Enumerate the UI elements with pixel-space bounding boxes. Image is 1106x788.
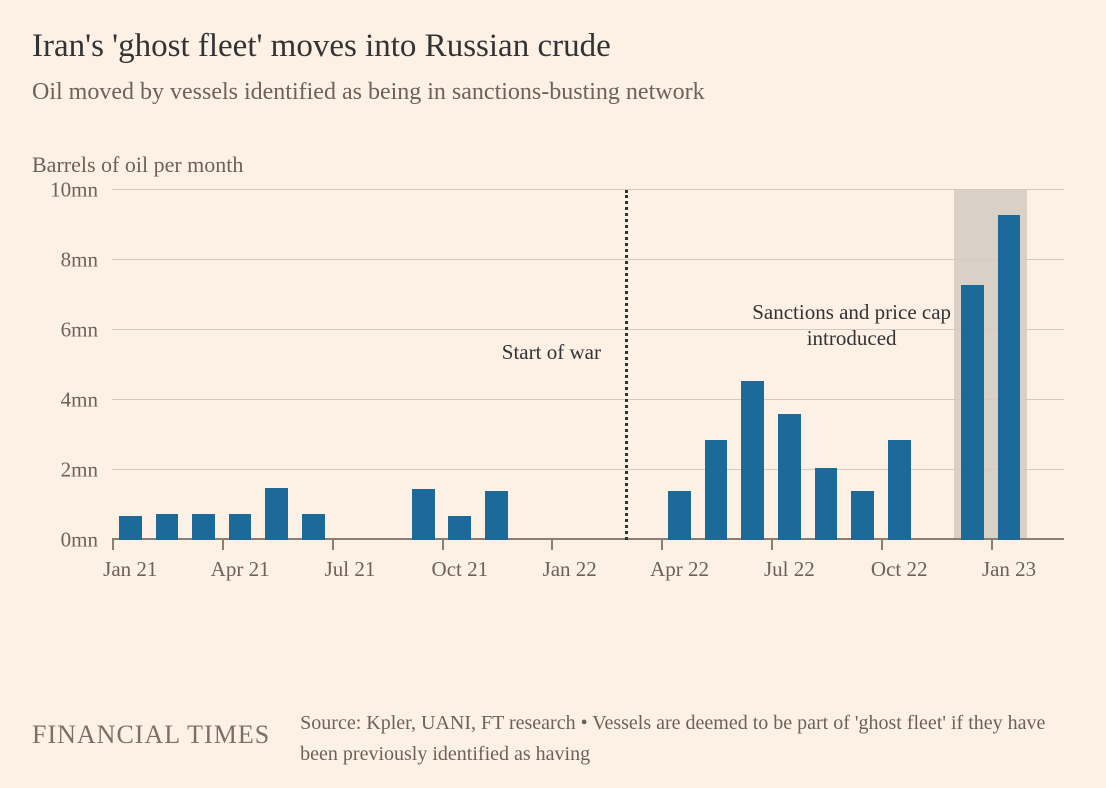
- x-tick: [551, 540, 553, 550]
- bar: [741, 381, 764, 540]
- bar: [705, 440, 728, 540]
- bar: [119, 516, 142, 541]
- x-tick-label: Jul 21: [325, 557, 376, 582]
- y-tick-label: 10mn: [50, 178, 98, 203]
- bar: [448, 516, 471, 541]
- chart-title: Iran's 'ghost fleet' moves into Russian …: [32, 28, 1074, 65]
- bar: [192, 514, 215, 540]
- bar: [668, 491, 691, 540]
- x-tick-label: Oct 21: [432, 557, 489, 582]
- bar: [302, 514, 325, 540]
- x-tick-label: Apr 22: [650, 557, 709, 582]
- gridline: [112, 189, 1064, 190]
- y-tick-label: 8mn: [61, 248, 98, 273]
- y-tick-label: 4mn: [61, 388, 98, 413]
- gridline: [112, 399, 1064, 400]
- x-tick: [222, 540, 224, 550]
- chart-subtitle: Oil moved by vessels identified as being…: [32, 79, 1074, 106]
- y-tick-label: 6mn: [61, 318, 98, 343]
- x-tick-label: Apr 21: [211, 557, 270, 582]
- bar: [156, 514, 179, 540]
- y-axis-title: Barrels of oil per month: [32, 152, 1074, 178]
- x-tick-label: Jan 22: [543, 557, 597, 582]
- chart-annotation: Sanctions and price cap introduced: [737, 299, 967, 352]
- gridline: [112, 469, 1064, 470]
- x-tick-label: Oct 22: [871, 557, 928, 582]
- chart-footer: FINANCIAL TIMES Source: Kpler, UANI, FT …: [32, 708, 1074, 770]
- bar: [265, 488, 288, 541]
- brand-logo: FINANCIAL TIMES: [32, 708, 270, 750]
- bar: [485, 491, 508, 540]
- x-tick: [442, 540, 444, 550]
- x-tick: [881, 540, 883, 550]
- x-tick: [771, 540, 773, 550]
- bar: [778, 414, 801, 540]
- x-tick: [991, 540, 993, 550]
- bar: [998, 215, 1021, 541]
- bar: [851, 491, 874, 540]
- gridline: [112, 259, 1064, 260]
- x-tick-label: Jan 23: [982, 557, 1036, 582]
- x-tick: [112, 540, 114, 550]
- x-tick: [332, 540, 334, 550]
- x-axis-baseline: [112, 538, 1064, 540]
- bar: [229, 514, 252, 540]
- x-tick: [661, 540, 663, 550]
- y-tick-label: 2mn: [61, 458, 98, 483]
- x-tick-label: Jul 22: [764, 557, 815, 582]
- bar: [888, 440, 911, 540]
- chart-area: 0mn2mn4mn6mn8mn10mn Jan 21Apr 21Jul 21Oc…: [32, 190, 1074, 588]
- x-tick-label: Jan 21: [103, 557, 157, 582]
- source-text: Source: Kpler, UANI, FT research • Vesse…: [300, 708, 1074, 770]
- chart-annotation: Start of war: [481, 339, 621, 365]
- event-vline: [625, 190, 628, 540]
- bar: [412, 489, 435, 540]
- y-tick-label: 0mn: [61, 528, 98, 553]
- bar: [815, 468, 838, 540]
